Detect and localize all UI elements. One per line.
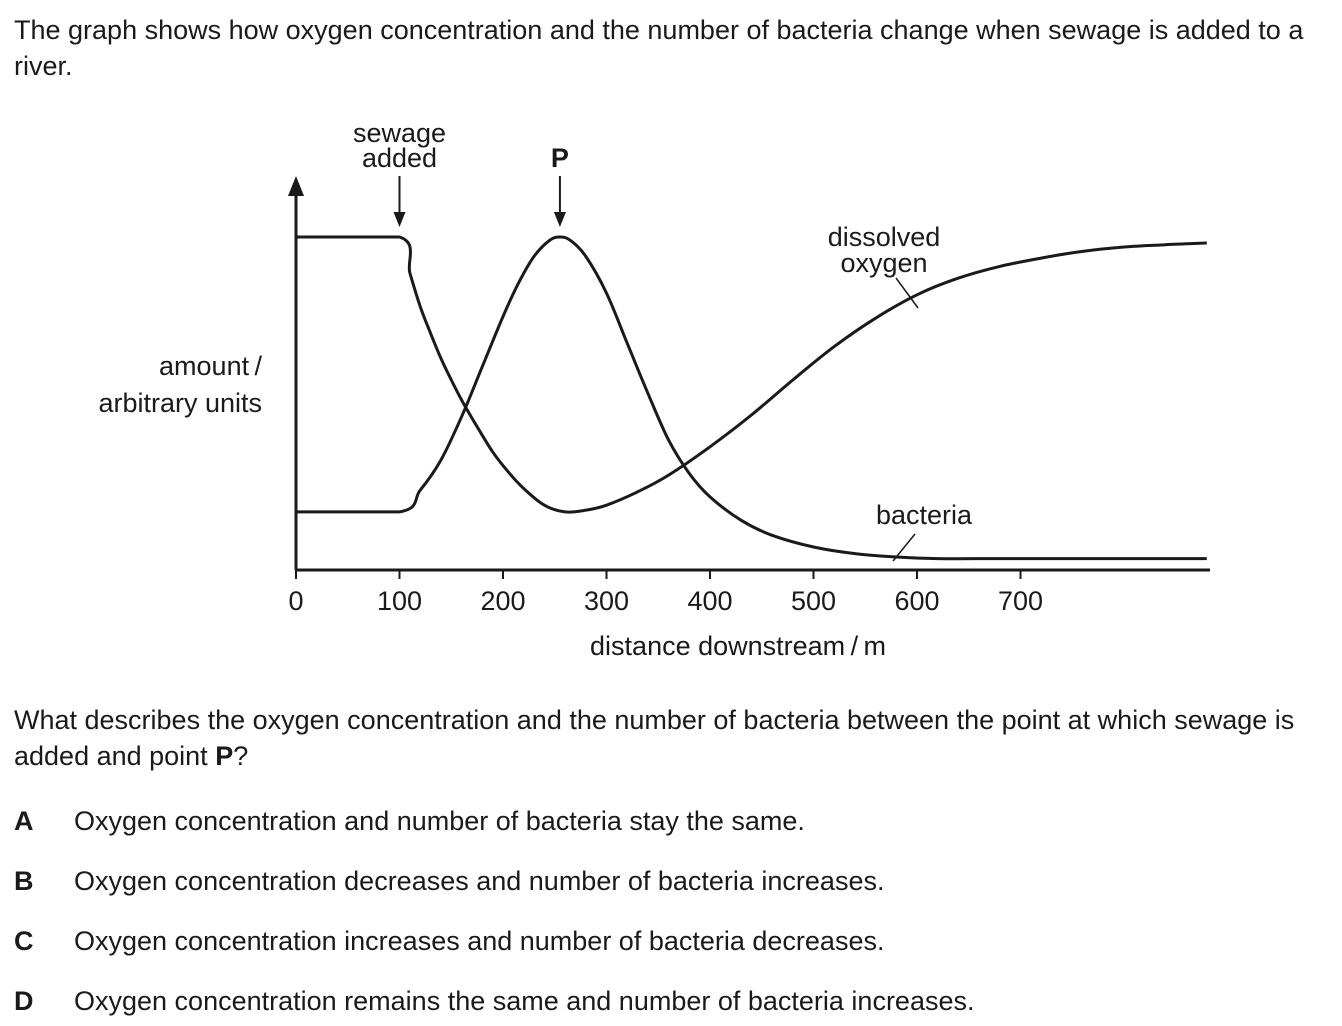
leader-line-bacteria	[892, 533, 916, 562]
question-text: What describes the oxygen concentration …	[14, 702, 1340, 774]
y-axis-arrow-icon	[288, 176, 304, 196]
x-tick-label: 400	[687, 586, 732, 616]
series-lines	[296, 235, 1207, 561]
option-d-text: Oxygen concentration remains the same an…	[74, 986, 975, 1016]
option-c-letter: C	[14, 926, 34, 956]
question-before: What describes the oxygen concentration …	[14, 705, 1295, 771]
x-tick-label: 100	[377, 586, 422, 616]
series-label-bacteria: bacteria	[876, 500, 973, 530]
chart-axes	[288, 176, 1210, 572]
x-tick-label: 200	[480, 586, 525, 616]
x-axis-label: distance downstream / m	[590, 631, 886, 661]
annotation-label: P	[551, 143, 569, 173]
question-bold-P: P	[215, 741, 234, 771]
x-tick-label: 600	[894, 586, 939, 616]
x-tick-label: 700	[998, 586, 1043, 616]
chart-labels: amount / arbitrary units distance downstre…	[98, 222, 973, 661]
x-tick-label: 300	[584, 586, 629, 616]
option-a-text: Oxygen concentration and number of bacte…	[74, 806, 805, 836]
option-b-text: Oxygen concentration decreases and numbe…	[74, 866, 885, 896]
series-label-dissolved-oxygen: dissolved	[828, 222, 941, 252]
x-tick-labels: 0 100 200 300 400 500 600 700	[288, 570, 1043, 616]
y-axis-label: amount /	[159, 351, 262, 381]
annotation-label: sewage	[353, 118, 446, 148]
option-b-letter: B	[14, 866, 34, 896]
annotation-arrow-icon	[393, 212, 406, 227]
annotation-arrow-icon	[553, 212, 566, 227]
series-label-dissolved-oxygen: oxygen	[840, 248, 927, 278]
annotation-label: added	[362, 143, 437, 173]
question-after: ?	[233, 741, 249, 771]
leader-line-oxygen	[895, 277, 919, 309]
option-c-text: Oxygen concentration increases and numbe…	[74, 926, 885, 956]
series-line-bacteria	[296, 235, 1207, 561]
y-axis-label: arbitrary units	[98, 388, 262, 418]
series-line-dissolved-oxygen	[296, 235, 1207, 514]
option-d-letter: D	[14, 986, 34, 1016]
option-a-letter: A	[14, 806, 34, 836]
intro-text: The graph shows how oxygen concentration…	[14, 15, 1304, 81]
x-tick-label: 500	[791, 586, 836, 616]
x-tick-label: 0	[288, 586, 303, 616]
